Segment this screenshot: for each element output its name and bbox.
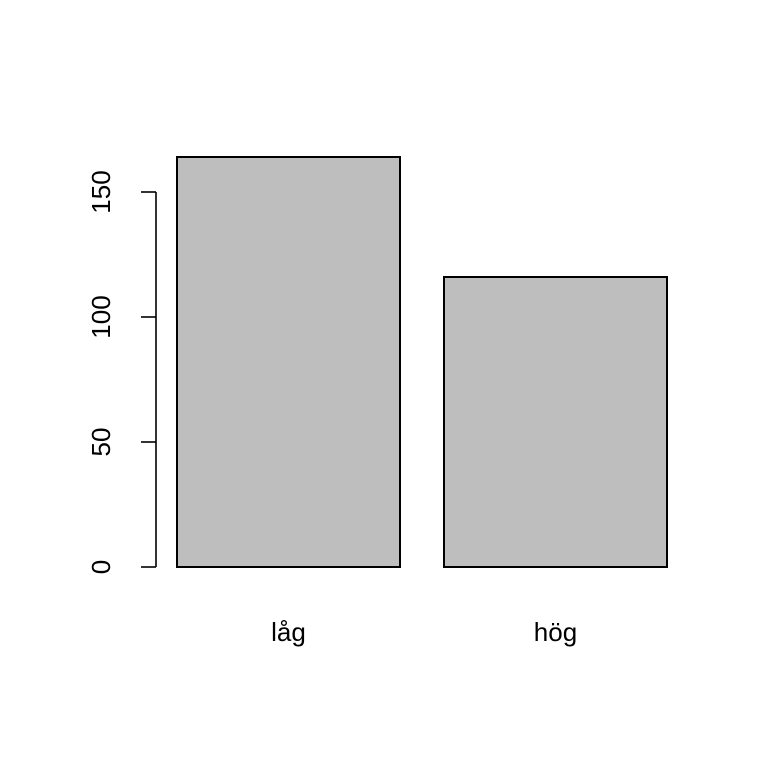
bars [176,156,668,568]
x-axis-labels: låg hög [271,617,577,647]
x-tick-label-hög: hög [534,617,577,647]
x-tick-label-låg: låg [271,617,306,647]
y-tick-label-100: 100 [86,295,116,338]
y-axis: 0 50 100 150 [86,170,157,574]
bar-låg [176,156,401,568]
y-tick-label-150: 150 [86,170,116,213]
bar-hög [443,276,668,568]
y-tick-label-0: 0 [86,560,116,574]
y-tick-label-50: 50 [86,428,116,457]
